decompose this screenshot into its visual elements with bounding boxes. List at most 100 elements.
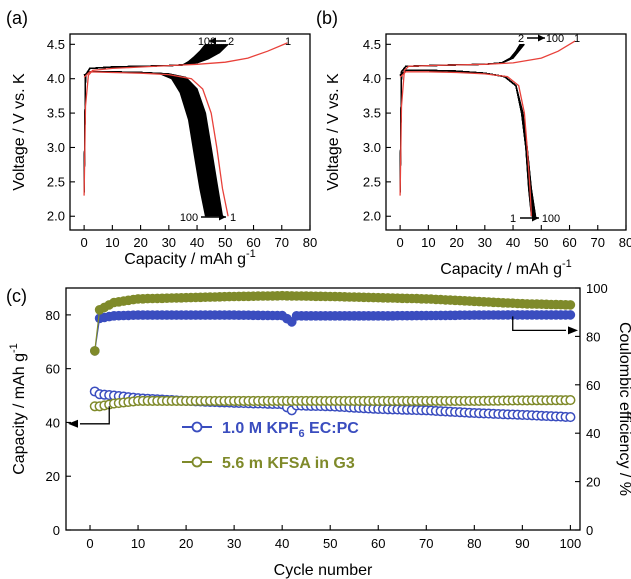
x-tick-label-a: 80 [303,235,317,250]
x-tick-label-b: 40 [506,235,520,250]
cycle1-discharge-curve-a [83,71,229,217]
x-tick-label-c: 30 [227,536,241,551]
discharge-curve-b [399,69,533,217]
discharge-curve-b [399,69,533,217]
annotation-1-discharge-b: 1 [510,213,516,225]
annotation-2-charge-b: 2 [518,33,524,45]
legend-marker-kpf6 [191,421,203,433]
discharge-curve-b [399,69,535,217]
chart-panel-b: (b) 0 10 20 30 40 50 60 70 802.02.53.03.54.04.5 … [316,8,631,278]
discharge-curve-b [399,69,533,217]
x-axis-label-b: Capacity / mAh g-1 [440,258,572,278]
discharge-curve-b [399,69,532,217]
left-axis-pointer-head [68,419,78,428]
y-tick-label-b: 2.5 [363,174,381,189]
discharge-curve-b [399,69,537,217]
annotations-b: 2 100 1 1 100 [510,33,580,225]
chart-panel-c: (c) 0 10 20 30 40 50 60 70 80 90 100 0 20 40 60 80 0 20 40… [6,281,631,579]
panel-label-b: (b) [316,8,338,28]
discharge-curve-b [399,69,533,217]
y-axis-right-label-c: Coulombic efficiency / % [616,322,631,496]
ticks-b: 0 10 20 30 40 50 60 70 80 2.0 2.5 3.0 3.5 4.0 4.5 [363,37,631,250]
left-axis-pointer-line [80,406,110,425]
plot-frame-c [65,287,581,531]
chart-panel-a: (a) 0 10 20 30 40 50 60 70 802.02.53.03.54.04.5 … [6,8,317,268]
x-tick-label-a: 50 [218,235,232,250]
capacity-point-kpf6 [565,412,576,423]
annotation-2-charge-a: 2 [228,36,234,48]
cycle1-charge-curve-a [83,42,288,196]
y-tick-label-a: 4.5 [47,37,65,52]
ce-point-kfsa [565,300,576,310]
right-axis-pointer-head [568,326,578,335]
arrow-charge-a-head [209,37,216,45]
y-axis-label-a: Voltage / V vs. K [11,73,28,191]
right-axis-pointer-line [512,316,566,332]
y-right-tick-label-c: 0 [586,523,593,538]
ce-point-kpf6 [565,310,576,320]
legend-item-kfsa: 5.6 m KFSA in G3 [182,455,355,472]
cycle1-discharge-curve-b [399,71,533,217]
cycle1-charge-curve-b [399,40,576,196]
y-tick-label-b: 3.0 [363,140,381,155]
ce-line-kpf6 [94,314,571,351]
discharge-curve-b [399,69,533,217]
x-tick-label-b: 70 [591,235,605,250]
legend-item-kpf6: 1.0 M KPF6 EC:PC [182,420,359,440]
discharge-curve-b [399,69,534,217]
discharge-curve-b [399,69,535,217]
discharge-curve-b [399,69,534,217]
x-tick-label-a: 10 [105,235,119,250]
panel-label-c: (c) [6,286,27,306]
y-axis-label-c: Capacity / mAh g-1 [8,343,28,475]
y-axis-label-b: Voltage / V vs. K [325,73,342,191]
x-tick-label-b: 50 [534,235,548,250]
x-tick-label-c: 100 [560,536,582,551]
x-axis-label-c: Cycle number [274,562,373,579]
x-tick-label-b: 80 [619,235,631,250]
y-tick-label-b: 4.0 [363,71,381,86]
discharge-curve-b [399,69,533,217]
discharge-curve-b [399,69,535,217]
y-right-tick-label-c: 40 [586,426,600,441]
x-tick-label-a: 30 [162,235,176,250]
y-right-tick-label-c: 60 [586,378,600,393]
y-tick-label-b: 3.5 [363,106,381,121]
discharge-curve-b [399,69,535,217]
y-tick-label-c: 80 [46,308,60,323]
y-right-tick-label-c: 80 [586,329,600,344]
ce-point-kfsa [90,346,100,356]
discharge-curve-b [399,69,535,217]
ticks-a: 0 10 20 30 40 50 60 70 80 2.0 2.5 3.0 3.5 4.0 4.5 [47,37,317,250]
x-tick-label-c: 50 [323,536,337,551]
x-tick-label-a: 20 [133,235,147,250]
legend-marker-kfsa [191,456,203,468]
discharge-curve-b [399,69,534,217]
panel-label-a: (a) [6,8,28,28]
discharge-curve-b [399,69,535,217]
capacity-point-kfsa [565,395,576,406]
discharge-curve-b [399,69,536,217]
x-tick-label-c: 20 [179,536,193,551]
discharge-curve-b [399,69,537,217]
y-tick-label-a: 3.5 [47,106,65,121]
discharge-curve-b [399,69,536,217]
discharge-curve-b [399,69,535,217]
x-axis-label-a: Capacity / mAh g-1 [124,248,256,268]
x-tick-label-c: 10 [131,536,145,551]
annotation-100-discharge-b: 100 [542,213,560,225]
y-tick-label-a: 4.0 [47,71,65,86]
arrow-discharge-a-head [219,213,226,221]
arrow-discharge-b-head [532,214,539,222]
y-tick-label-b: 2.0 [363,209,381,224]
x-tick-label-b: 60 [562,235,576,250]
y-tick-label-c: 60 [46,362,60,377]
curves-a [83,42,288,217]
discharge-curve-b [399,69,536,217]
legend-label-kpf6: 1.0 M KPF6 EC:PC [222,420,359,440]
axis-arrows-c [68,316,578,428]
x-tick-label-a: 40 [190,235,204,250]
discharge-curve-b [399,69,533,217]
annotations-a: 100 2 1 100 1 [180,36,291,224]
